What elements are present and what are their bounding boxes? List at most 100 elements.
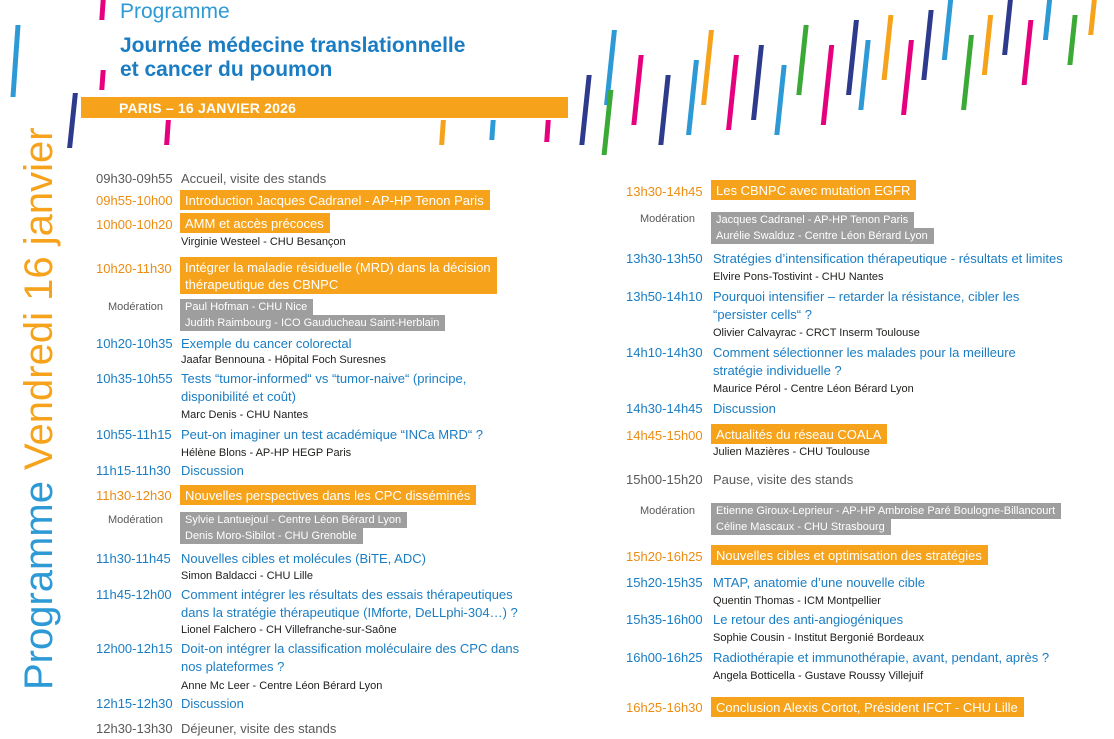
moderator: Judith Raimbourg - ICO Gaudu­cheau Saint… [180,315,446,331]
speaker: Quentin Thomas - ICM Montpellier [713,595,881,607]
session-text: Comment intégrer les résultats des essai… [181,587,513,602]
time-slot: 10h00-10h20 [96,217,173,232]
session-text: Stratégies d’intensification thérapeutiq… [713,251,1063,266]
stripe [439,120,446,145]
moderator: Sylvie Lantuejoul - Centre Léon Bérard L… [180,512,408,528]
time-slot: 11h15-11h30 [96,463,171,478]
time-slot: 15h35-16h00 [626,612,703,627]
session-highlight: Introduction Jacques Cadranel - AP-HP Te… [180,190,490,210]
time-slot: 15h00-15h20 [626,472,703,487]
session-highlight: Nouvelles cibles et optimisation des str… [711,545,988,565]
speaker: Lionel Falchero - CH Villefranche-sur-Sa… [181,624,397,636]
stripe [961,35,974,110]
side-title: Programme Vendredi 16 janvier [15,127,63,690]
time-slot: 15h20-15h35 [626,575,703,590]
stripe [1002,0,1013,55]
time-slot: 11h30-12h30 [96,488,172,503]
moderator: Denis Moro-Sibilot - CHU Grenoble [180,528,363,544]
stripe [881,15,894,80]
time-slot: 13h30-14h45 [626,184,703,199]
stripe [858,40,871,110]
session-text: Le retour des anti-angiogéniques [713,612,904,627]
speaker: Maurice Pérol - Centre Léon Bérard Lyon [713,383,914,395]
stripe [820,45,835,125]
session-text: Exemple du cancer colorectal [181,336,352,351]
time-slot: 13h50-14h10 [626,289,703,304]
speaker: Virginie Westeel - CHU Besançon [181,236,346,248]
stripe [701,30,714,105]
moderation-label: Modération [108,301,164,313]
speaker: Angela Botticella - Gustave Roussy Ville… [713,670,924,682]
moderation-label: Modération [640,213,696,225]
stripe [1021,20,1034,85]
time-slot: 10h20-10h35 [96,336,173,351]
moderator: Jacques Cadranel - AP-HP Tenon Paris [711,212,915,228]
moderation-label: Modération [108,514,164,526]
session-highlight: Actualités du réseau COALA [711,424,888,444]
session-text: Discussion [713,401,776,416]
session-text: Discussion [181,696,244,711]
time-slot: 15h20-16h25 [626,549,703,564]
time-slot: 14h10-14h30 [626,345,703,360]
stripe [544,120,551,142]
session-text: Discussion [181,463,244,478]
stripe [67,93,78,148]
session-text: disponibilité et coût) [181,389,296,404]
time-slot: 14h45-15h00 [626,428,703,443]
stripe [601,90,614,155]
speaker: Olivier Calvayrac - CRCT Inserm Toulouse [713,327,920,339]
session-text: MTAP, anatomie d’une nouvelle cible [713,575,925,590]
session-line: Intégrer la maladie résiduelle (MRD) dan… [185,260,491,275]
session-text: Comment sélectionner les malades pour la… [713,345,1016,360]
time-slot: 11h45-12h00 [96,587,172,602]
speaker: Julien Mazières - CHU Toulouse [713,446,870,458]
time-slot: 13h30-13h50 [626,251,703,266]
session-highlight: Nouvelles perspectives dans les CPC diss… [180,485,477,505]
time-slot: 12h30-13h30 [96,721,173,736]
time-slot: 10h55-11h15 [96,427,172,442]
session-text: Peut-on imaginer un test académique “INC… [181,427,484,442]
moderator: Paul Hofman - CHU Nice [180,299,314,315]
time-slot: 09h30-09h55 [96,171,173,186]
moderator: Céline Mascaux - CHU Strasbourg [711,519,891,535]
speaker: Elvire Pons-Tostivint - CHU Nantes [713,271,884,283]
time-slot: 16h25-16h30 [626,700,703,715]
stripe [10,25,21,97]
session-text: Nouvelles cibles et molécules (BiTE, ADC… [181,551,426,566]
page-title-line1: Journée médecine translationnelle [120,34,466,57]
date-banner [81,97,568,118]
stripe [726,55,739,130]
stripe [1088,0,1097,35]
session-text: “persister cells“ ? [713,307,812,322]
side-title-day: Vendredi 16 janvier [17,127,61,470]
speaker: Jaafar Bennouna - Hôpital Foch Suresnes [181,354,386,366]
time-slot: 12h15-12h30 [96,696,173,711]
time-slot: 11h30-11h45 [96,551,171,566]
header-kicker: Programme [120,0,230,23]
session-line: thérapeutique des CBNPC [185,277,339,292]
stripe [981,15,994,75]
speaker: Marc Denis - CHU Nantes [181,409,309,421]
session-text: Tests “tumor-informed“ vs “tumor-naive“ … [181,371,467,386]
session-text: stratégie individuelle ? [713,363,842,378]
page-title-line2: et cancer du poumon [120,58,333,81]
time-slot: 09h55-10h00 [96,193,173,208]
session-text: Déjeuner, visite des stands [181,721,337,736]
session-text: Doit-on intégrer la classification moléc… [181,641,520,656]
stripe [941,0,954,60]
session-highlight: AMM et accès précoces [180,213,330,233]
stripe [1042,0,1053,40]
speaker: Simon Baldacci - CHU Lille [181,570,314,582]
speaker: Anne Mc Leer - Centre Léon Bérard Lyon [181,680,383,692]
stripe [99,70,106,90]
stripe [489,120,496,140]
stripe [686,60,699,135]
session-highlight: Les CBNPC avec mutation EGFR [711,180,917,200]
moderation-label: Modération [640,505,696,517]
stripe [796,25,809,95]
time-slot: 16h00-16h25 [626,650,703,665]
time-slot: 10h20-11h30 [96,261,172,276]
moderator: Aurélie Swalduz - Centre Léon Bérard Lyo… [711,228,934,244]
stripe [1067,15,1078,65]
session-text: Pourquoi intensifier – retarder la résis… [713,289,1020,304]
